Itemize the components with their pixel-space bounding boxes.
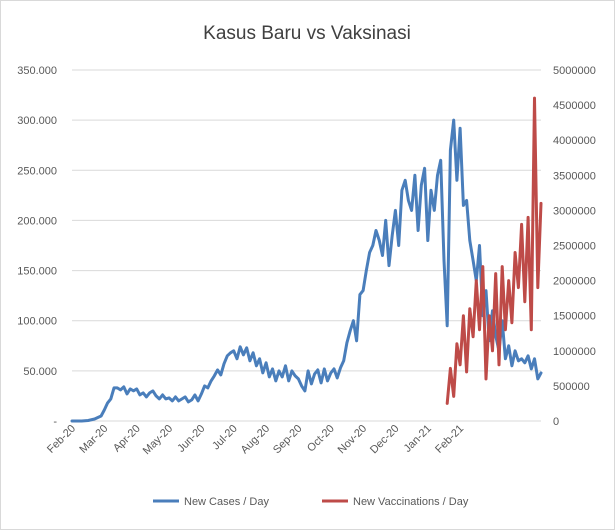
x-tick-label: Jun-20 [175,423,207,455]
right-tick-label: 5000000 [553,65,596,77]
x-tick-label: Apr-20 [111,423,143,455]
right-tick-label: 1500000 [553,311,596,323]
right-tick-label: 0 [553,416,559,428]
left-tick-label: 200.000 [17,215,57,227]
left-tick-label: 300.000 [17,115,57,127]
x-tick-label: Jan-21 [402,423,434,455]
legend-label-cases: New Cases / Day [184,496,269,508]
chart-title: Kasus Baru vs Vaksinasi [203,23,411,44]
right-tick-label: 2500000 [553,241,596,253]
left-tick-label: - [53,416,57,428]
left-tick-label: 250.000 [17,165,57,177]
x-tick-label: Aug-20 [239,423,273,457]
series-line-new-cases [70,118,543,423]
x-tick-label: Sep-20 [271,423,305,457]
right-axis-ticks: 0 500000 1000000 1500000 2000000 2500000 30000… [553,65,596,428]
right-tick-label: 3500000 [553,170,596,182]
left-tick-label: 150.000 [17,266,57,278]
left-axis-ticks: - 50.000 100.000 150.000 200.000 250.000 300.0… [17,65,57,428]
series-line-new-vaccinations [445,96,543,405]
left-tick-label: 100.000 [17,316,57,328]
right-tick-label: 2000000 [553,276,596,288]
left-tick-label: 50.000 [23,366,57,378]
series-lines [70,96,543,423]
legend: New Cases / Day New Vaccinations / Day [153,496,469,508]
x-tick-label: Nov-20 [336,423,370,457]
x-tick-label: Feb-21 [433,423,466,456]
right-tick-label: 500000 [553,381,590,393]
x-tick-label: Feb-20 [45,423,78,456]
right-tick-label: 4500000 [553,100,596,112]
right-tick-label: 1000000 [553,346,596,358]
x-tick-label: Dec-20 [368,423,402,457]
right-tick-label: 3000000 [553,205,596,217]
right-tick-label: 4000000 [553,135,596,147]
x-tick-label: Jul-20 [210,423,240,453]
x-tick-label: Mar-20 [77,423,110,456]
x-tick-label: Oct-20 [305,423,337,455]
legend-label-vaccinations: New Vaccinations / Day [353,496,469,508]
x-tick-label: May-20 [141,423,175,457]
left-tick-label: 350.000 [17,65,57,77]
